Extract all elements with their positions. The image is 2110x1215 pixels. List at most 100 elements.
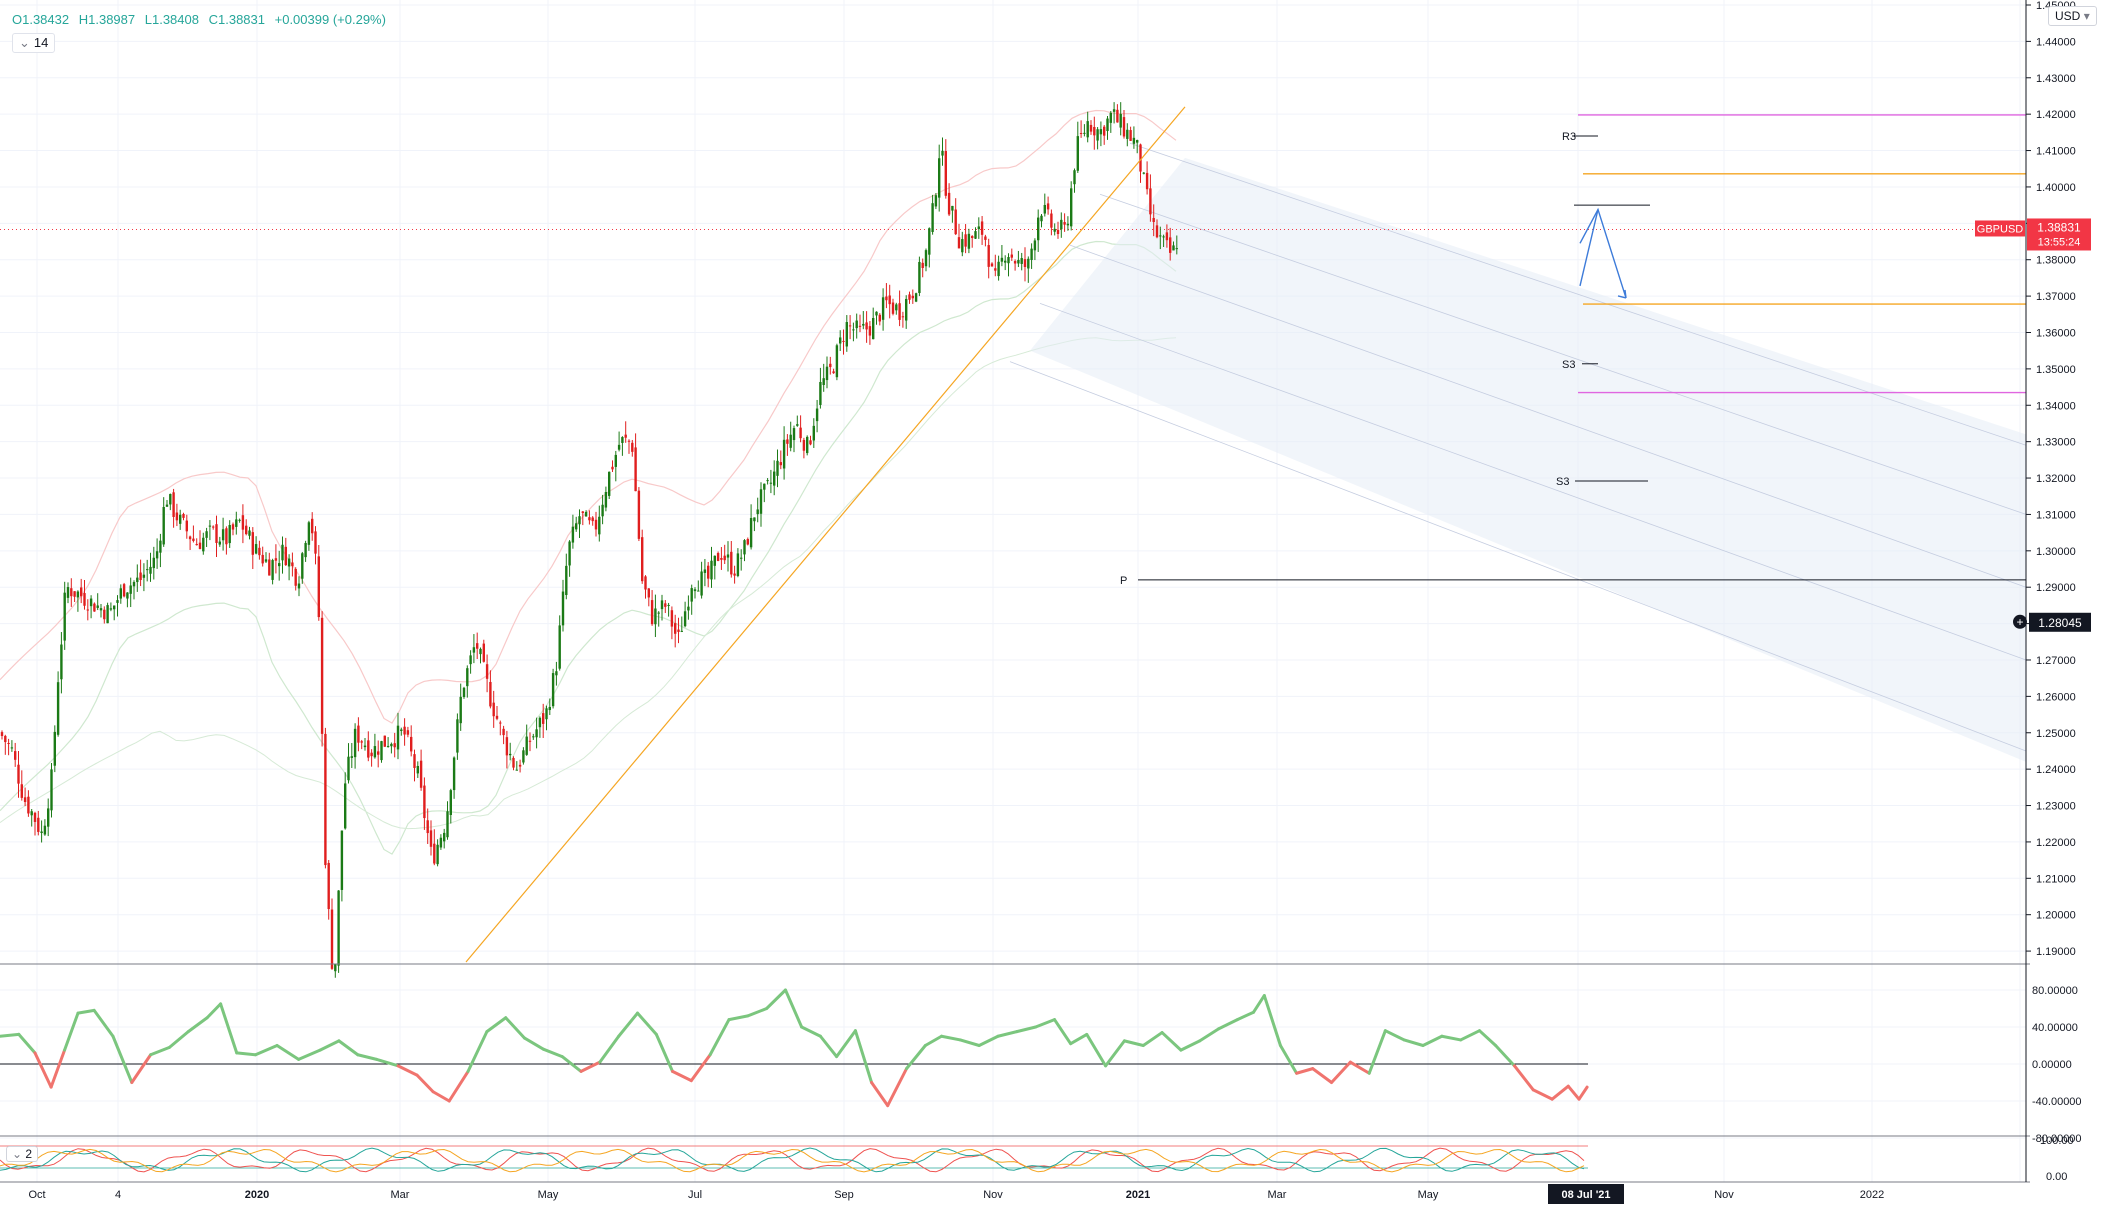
candle-body bbox=[433, 843, 436, 864]
lower-band bbox=[0, 240, 1177, 855]
candle-body bbox=[218, 541, 221, 545]
candle-body bbox=[1126, 129, 1129, 139]
crosshair-badge-text: 1.28045 bbox=[2038, 616, 2082, 630]
candle-body bbox=[604, 492, 608, 508]
candle-body bbox=[1013, 261, 1017, 264]
collapse-icon: ⌄ bbox=[12, 1147, 26, 1161]
candle-body bbox=[924, 250, 928, 267]
candle-body bbox=[990, 263, 994, 267]
candle-body bbox=[1020, 258, 1023, 264]
candle-body bbox=[908, 294, 911, 300]
candle-body bbox=[1119, 113, 1122, 128]
candle-body bbox=[37, 817, 40, 832]
rsi-segment-up bbox=[977, 1034, 1000, 1047]
candle-body bbox=[1122, 117, 1126, 137]
candle-body bbox=[664, 603, 667, 607]
candle-body bbox=[278, 563, 281, 567]
candle-body bbox=[515, 769, 518, 771]
x-tick-label: Mar bbox=[391, 1189, 410, 1201]
candle-body bbox=[469, 655, 472, 665]
candle-body bbox=[83, 593, 86, 606]
candle-body bbox=[482, 643, 485, 662]
candle-body bbox=[1037, 217, 1040, 241]
candle-body bbox=[584, 511, 588, 517]
candle-body bbox=[769, 482, 773, 484]
candle-body bbox=[954, 209, 957, 235]
candle-body bbox=[0, 732, 4, 736]
rsi-segment-down bbox=[1348, 1060, 1371, 1075]
candle-body bbox=[284, 546, 287, 566]
rsi-segment-up bbox=[1494, 1044, 1516, 1068]
channel-line bbox=[1039, 303, 2027, 661]
candle-body bbox=[225, 528, 228, 545]
candle-body bbox=[561, 591, 565, 626]
candle-body bbox=[205, 531, 208, 538]
candle-body bbox=[96, 605, 99, 608]
ohlc-open: O1.38432 bbox=[12, 12, 70, 27]
rsi-segment-up bbox=[1402, 1038, 1425, 1047]
candle-body bbox=[367, 740, 370, 758]
rsi-segment-down bbox=[1295, 1067, 1315, 1075]
candle-body bbox=[221, 529, 225, 541]
candle-body bbox=[1027, 258, 1030, 269]
y-tick-label: 1.24000 bbox=[2036, 764, 2076, 776]
date-badge-text: 08 Jul '21 bbox=[1561, 1189, 1610, 1201]
candle-body bbox=[779, 462, 782, 466]
rsi-segment-up bbox=[996, 1030, 1019, 1038]
oscillator-pane bbox=[0, 963, 2030, 1139]
candle-body bbox=[842, 340, 845, 342]
candle-body bbox=[373, 746, 377, 758]
x-tick-label: 4 bbox=[115, 1189, 121, 1201]
rsi-segment-down bbox=[579, 1060, 602, 1073]
candle-body bbox=[947, 192, 951, 215]
oscillator-line bbox=[0, 1148, 1585, 1173]
rsi-segment-up bbox=[63, 1011, 80, 1052]
candle-body bbox=[819, 381, 822, 405]
candle-body bbox=[452, 757, 456, 791]
candle-body bbox=[106, 605, 109, 624]
candle-body bbox=[1023, 259, 1027, 268]
candle-body bbox=[192, 538, 195, 541]
candle-body bbox=[855, 320, 858, 329]
x-tick-label: Nov bbox=[1714, 1189, 1734, 1201]
candle-body bbox=[258, 547, 261, 556]
drawings bbox=[465, 106, 1627, 963]
candle-body bbox=[631, 442, 634, 452]
rsi-segment-up bbox=[356, 1053, 379, 1061]
candle-body bbox=[551, 673, 555, 707]
candle-body bbox=[443, 832, 446, 842]
candle-body bbox=[235, 519, 238, 527]
rsi-segment-up bbox=[541, 1047, 564, 1059]
candle-body bbox=[370, 752, 373, 757]
candle-body bbox=[647, 588, 650, 598]
candle-body bbox=[360, 741, 363, 743]
candle-body bbox=[1136, 140, 1139, 143]
candle-body bbox=[340, 830, 344, 890]
candle-body bbox=[172, 492, 175, 517]
rsi-segment-down bbox=[130, 1053, 153, 1084]
interval-pill[interactable]: ⌄ 14 bbox=[12, 33, 56, 53]
candle-body bbox=[875, 311, 878, 316]
candle-body bbox=[749, 517, 753, 548]
candle-body bbox=[245, 525, 248, 535]
candle-body bbox=[66, 587, 70, 598]
rsi-segment-up bbox=[1034, 1018, 1056, 1029]
rsi-segment-up bbox=[466, 1030, 489, 1073]
candle-body bbox=[1103, 126, 1106, 136]
y-tick-label: 1.20000 bbox=[2036, 910, 2076, 922]
chevron-down-icon: ⌄ bbox=[19, 35, 30, 50]
currency-button[interactable]: USD ▾ bbox=[2048, 6, 2097, 26]
candle-body bbox=[710, 560, 713, 580]
candle-body bbox=[274, 558, 278, 561]
candle-body bbox=[261, 554, 264, 564]
candle-body bbox=[14, 751, 17, 760]
candle-body bbox=[591, 517, 594, 522]
indicator-pill[interactable]: ⌄ 2 bbox=[6, 1146, 39, 1162]
candle-body bbox=[538, 717, 542, 728]
candle-body bbox=[1050, 213, 1053, 228]
candle-body bbox=[505, 737, 509, 756]
candle-body bbox=[129, 585, 132, 594]
candle-body bbox=[518, 764, 522, 767]
rsi-segment-up bbox=[17, 1032, 37, 1055]
